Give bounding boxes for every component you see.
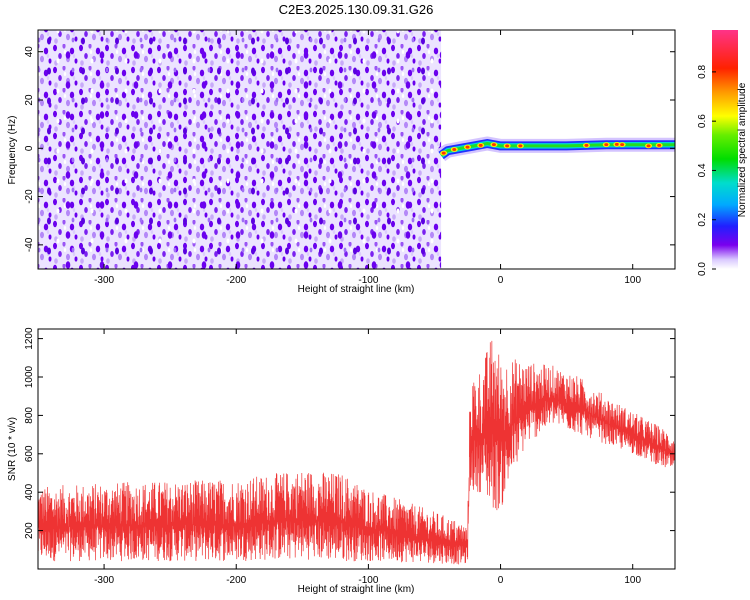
signal-hotspot-peak bbox=[604, 143, 609, 147]
y-tick-label: 800 bbox=[24, 407, 35, 424]
x-tick-label: -300 bbox=[94, 575, 114, 586]
snr-panel: -300 -200 -100 0 100 200 400 600 800 1000 1200 Hei… bbox=[7, 327, 676, 595]
snr-ylabel: SNR (10 * v/v) bbox=[7, 417, 18, 481]
colorbar-ticks: 0.0 0.2 0.4 0.6 0.8 bbox=[697, 64, 716, 276]
signal-hotspot-peak bbox=[620, 143, 625, 147]
snr-series bbox=[38, 340, 675, 565]
signal-hotspot-peak bbox=[518, 144, 523, 148]
signal-hotspot-peak bbox=[657, 143, 662, 147]
colorbar-label: Normalized spectral amplitude bbox=[737, 82, 748, 217]
y-tick-label: 0 bbox=[24, 145, 35, 151]
y-tick-label: 200 bbox=[24, 522, 35, 539]
signal-hotspot-peak bbox=[441, 151, 446, 155]
spectrogram-xlabel: Height of straight line (km) bbox=[298, 284, 415, 295]
x-tick-label: -100 bbox=[358, 575, 378, 586]
x-tick-label: 0 bbox=[498, 275, 504, 286]
signal-hotspot-peak bbox=[584, 143, 589, 147]
colorbar: 0.0 0.2 0.4 0.6 0.8 Normalized spectral ampl… bbox=[697, 30, 748, 276]
signal-trace bbox=[436, 136, 675, 162]
y-tick-label: 1000 bbox=[24, 365, 35, 388]
y-tick-label: 1200 bbox=[24, 327, 35, 350]
y-tick-label: 20 bbox=[24, 94, 35, 106]
spectrogram-ylabel: Frequency (Hz) bbox=[7, 116, 18, 185]
x-tick-label: -200 bbox=[226, 275, 246, 286]
snr-ticks: -300 -200 -100 0 100 200 400 600 800 1000 1200 bbox=[24, 327, 675, 586]
x-tick-label: -300 bbox=[94, 275, 114, 286]
colorbar-tick-label: 0.6 bbox=[697, 114, 708, 128]
signal-hotspot-peak bbox=[478, 143, 483, 147]
y-tick-label: 600 bbox=[24, 445, 35, 462]
spectrogram-frame bbox=[37, 29, 676, 270]
y-tick-label: -40 bbox=[24, 237, 35, 252]
colorbar-gradient bbox=[712, 30, 738, 269]
y-tick-label: 400 bbox=[24, 483, 35, 500]
x-tick-label: 100 bbox=[624, 275, 641, 286]
colorbar-tick-label: 0.2 bbox=[697, 212, 708, 226]
snr-xlabel: Height of straight line (km) bbox=[298, 584, 415, 595]
colorbar-tick-label: 0.8 bbox=[697, 64, 708, 78]
signal-hotspot-peak bbox=[491, 143, 496, 147]
figure-title: C2E3.2025.130.09.31.G26 bbox=[279, 2, 434, 17]
y-tick-label: -20 bbox=[24, 189, 35, 204]
snr-frame bbox=[37, 328, 676, 570]
x-tick-label: 100 bbox=[624, 575, 641, 586]
colorbar-tick-label: 0.4 bbox=[697, 163, 708, 177]
signal-hotspot-peak bbox=[646, 144, 651, 148]
noise-region-overlay bbox=[38, 30, 442, 269]
colorbar-tick-label: 0.0 bbox=[697, 262, 708, 276]
y-tick-label: 40 bbox=[24, 46, 35, 58]
x-tick-label: -100 bbox=[358, 275, 378, 286]
x-tick-label: 0 bbox=[498, 575, 504, 586]
signal-hotspot-peak bbox=[452, 148, 457, 151]
signal-hotspot-peak bbox=[505, 144, 510, 148]
signal-hotspot-peak bbox=[465, 145, 470, 149]
signal-hotspot-peak bbox=[614, 142, 619, 146]
x-tick-label: -200 bbox=[226, 575, 246, 586]
